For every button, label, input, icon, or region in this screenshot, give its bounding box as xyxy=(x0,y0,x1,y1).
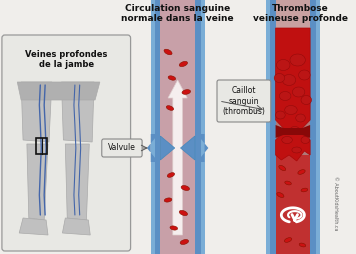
Ellipse shape xyxy=(164,198,172,202)
Ellipse shape xyxy=(285,105,297,115)
Polygon shape xyxy=(266,0,276,254)
FancyBboxPatch shape xyxy=(217,80,271,122)
Ellipse shape xyxy=(182,90,190,94)
Polygon shape xyxy=(62,82,94,142)
Ellipse shape xyxy=(292,87,305,97)
Polygon shape xyxy=(62,218,90,235)
Ellipse shape xyxy=(290,54,305,66)
Ellipse shape xyxy=(279,165,286,171)
Polygon shape xyxy=(195,0,204,254)
FancyArrow shape xyxy=(168,80,187,235)
Ellipse shape xyxy=(179,61,188,67)
Polygon shape xyxy=(21,82,52,142)
Ellipse shape xyxy=(276,111,285,119)
Ellipse shape xyxy=(301,188,308,192)
Polygon shape xyxy=(310,0,320,254)
Ellipse shape xyxy=(168,76,176,80)
Ellipse shape xyxy=(282,74,296,86)
Text: Valvule: Valvule xyxy=(108,144,136,152)
Ellipse shape xyxy=(299,243,306,247)
Ellipse shape xyxy=(290,126,300,134)
Ellipse shape xyxy=(299,70,310,80)
Polygon shape xyxy=(201,0,204,254)
Text: © AboutKidsHealth.ca: © AboutKidsHealth.ca xyxy=(333,176,338,230)
Polygon shape xyxy=(276,0,310,55)
Ellipse shape xyxy=(166,106,174,110)
Ellipse shape xyxy=(274,73,285,83)
Ellipse shape xyxy=(298,170,305,174)
FancyBboxPatch shape xyxy=(2,35,131,251)
Polygon shape xyxy=(180,136,195,160)
Polygon shape xyxy=(276,125,310,138)
Polygon shape xyxy=(65,144,89,220)
Ellipse shape xyxy=(292,147,302,153)
Ellipse shape xyxy=(285,181,291,185)
Polygon shape xyxy=(276,155,310,254)
Polygon shape xyxy=(197,134,208,162)
Ellipse shape xyxy=(277,59,290,71)
Polygon shape xyxy=(151,0,160,254)
Polygon shape xyxy=(19,218,48,235)
Ellipse shape xyxy=(284,238,292,242)
Ellipse shape xyxy=(179,210,188,216)
Polygon shape xyxy=(160,0,195,254)
Ellipse shape xyxy=(301,96,312,104)
Polygon shape xyxy=(276,28,310,161)
Polygon shape xyxy=(266,0,270,254)
FancyBboxPatch shape xyxy=(102,139,142,157)
Polygon shape xyxy=(276,0,310,254)
Text: Thrombose
veineuse profonde: Thrombose veineuse profonde xyxy=(253,4,348,23)
Ellipse shape xyxy=(282,136,292,144)
Polygon shape xyxy=(151,0,155,254)
Polygon shape xyxy=(160,136,175,160)
Text: Circulation sanguine
normale dans la veine: Circulation sanguine normale dans la vei… xyxy=(121,4,234,23)
Ellipse shape xyxy=(296,114,305,122)
Polygon shape xyxy=(27,144,48,220)
Ellipse shape xyxy=(167,173,174,177)
Polygon shape xyxy=(147,134,158,162)
Text: Veines profondes
de la jambe: Veines profondes de la jambe xyxy=(25,50,108,69)
Polygon shape xyxy=(17,82,100,100)
Ellipse shape xyxy=(180,240,189,244)
Ellipse shape xyxy=(301,136,310,144)
Ellipse shape xyxy=(164,49,172,55)
Text: Caillot
sanguin
(thrombus): Caillot sanguin (thrombus) xyxy=(222,86,265,116)
Polygon shape xyxy=(316,0,320,254)
Ellipse shape xyxy=(277,193,284,197)
Ellipse shape xyxy=(170,226,178,230)
Ellipse shape xyxy=(279,91,291,101)
Ellipse shape xyxy=(181,185,189,190)
Bar xyxy=(36,138,47,154)
